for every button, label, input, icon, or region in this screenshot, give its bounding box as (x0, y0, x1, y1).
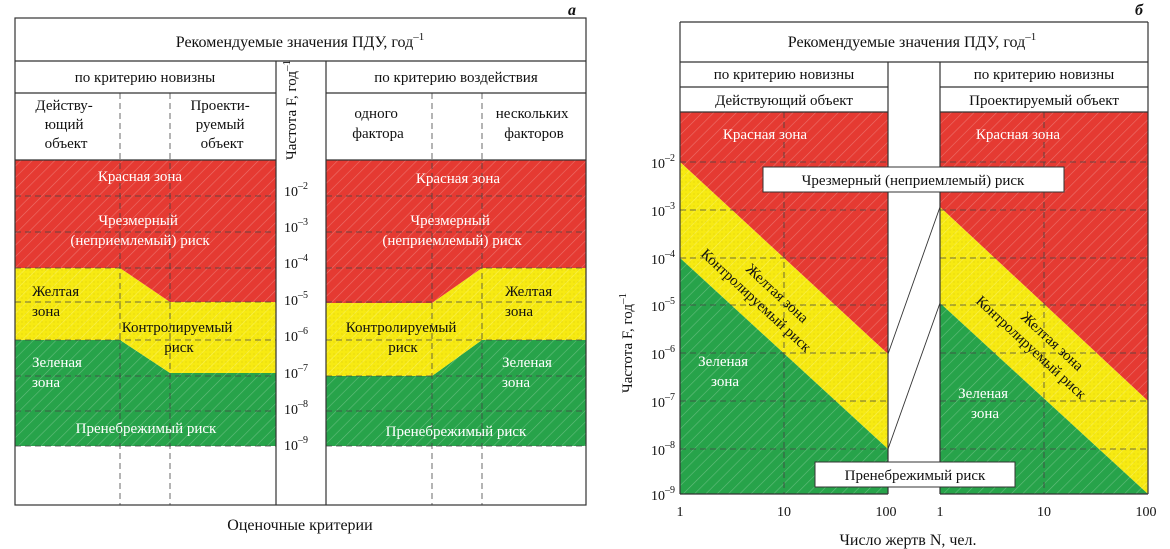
panel-a-tick: 10–9 (284, 435, 308, 454)
panel-a-tick: 10–4 (284, 253, 308, 272)
panel-b-x-tick: 1 (677, 505, 684, 520)
panel-b-x-tick: 100 (1136, 505, 1157, 520)
panel-b-letter: б (1135, 2, 1144, 19)
panel-a-col-existing: Действу- ющий объект (35, 98, 96, 152)
panel-b-y-ticks: 10–2 10–3 10–4 10–5 10–6 10–7 10–8 10–9 (651, 153, 675, 504)
panel-a-letter: а (568, 2, 576, 19)
panel-a-gridlines (15, 93, 586, 505)
panel-b-y-tick: 10–4 (651, 249, 675, 268)
panel-a-left-green-zone-label: Зеленая зона (32, 355, 86, 391)
panel-a-right-green-zone-label: Зеленая зона (502, 355, 556, 391)
panel-a-tick: 10–7 (284, 363, 308, 382)
panel-b-y-tick: 10–6 (651, 344, 675, 363)
panel-b-y-axis-label: Частота F, год–1 (617, 293, 636, 393)
panel-b-x-axis-label: Число жертв N, чел. (839, 532, 976, 549)
panel-b-frame (679, 21, 1149, 495)
panel-b-title: Рекомендуемые значения ПДУ, год–1 (788, 31, 1036, 51)
panel-b-negligible-risk-box: Пренебрежимый риск (814, 461, 1016, 488)
panel-b-y-tick: 10–3 (651, 201, 675, 220)
panel-a-tick: 10–3 (284, 217, 308, 236)
panel-a-tick: 10–2 (284, 181, 308, 200)
panel-b-left-red-zone-label: Красная зона (723, 127, 808, 143)
panel-a-left-yellow-zone-label: Желтая зона (32, 284, 83, 320)
panel-b-excessive-risk-label: Чрезмерный (неприемлемый) риск (802, 173, 1025, 189)
panel-a-right-controlled-risk-label: Контролируемый риск (346, 320, 460, 356)
panel-b-projected-object: Проектируемый объект (969, 93, 1119, 109)
panel-b-x-tick: 10 (777, 505, 791, 520)
panel-b-connectors (887, 206, 941, 450)
panel-b-existing-object: Действующий объект (715, 93, 853, 109)
panel-a-frequency-ticks: 10–2 10–3 10–4 10–5 10–6 10–7 10–8 10–9 (284, 181, 308, 454)
panel-a-right-negligible-risk-label: Пренебрежимый риск (386, 424, 527, 440)
panel-b-right-red-zone-label: Красная зона (976, 127, 1061, 143)
panel-a-tick: 10–5 (284, 290, 308, 309)
panel-a-left-red-zone-label: Красная зона (98, 169, 183, 185)
panel-b-y-tick: 10–5 (651, 296, 675, 315)
panel-b-right-green-zone-label: Зеленая зона (958, 386, 1012, 422)
panel-b-excessive-risk-box: Чрезмерный (неприемлемый) риск (762, 166, 1065, 193)
panel-a-right-excessive-risk-label: Чрезмерный (неприемлемый) риск (382, 213, 522, 249)
panel-b-x-tick: 1 (937, 505, 944, 520)
panel-a-novelty-header: по критерию новизны (75, 70, 215, 86)
panel-b-negligible-risk-label: Пренебрежимый риск (845, 468, 986, 484)
panel-a-left-controlled-risk-label: Контролируемый риск (122, 320, 236, 356)
panel-a-title: Рекомендуемые значения ПДУ, год–1 (176, 31, 424, 51)
panel-b-left-green-zone-label: Зеленая зона (698, 354, 752, 390)
panel-a-caption: Оценочные критерии (227, 517, 373, 534)
panel-b-novelty-left: по критерию новизны (714, 67, 854, 83)
panel-a-right-zones (326, 160, 586, 446)
panel-b-y-tick: 10–9 (651, 485, 675, 504)
panel-a-right-red-zone-label: Красная зона (416, 171, 501, 187)
panel-a-left-negligible-risk-label: Пренебрежимый риск (76, 421, 217, 437)
panel-b-novelty-right: по критерию новизны (974, 67, 1114, 83)
panel-b-y-tick: 10–8 (651, 440, 675, 459)
panel-b-x-tick: 10 (1037, 505, 1051, 520)
panel-b-y-tick: 10–2 (651, 153, 675, 172)
panel-b-x-tick: 100 (876, 505, 897, 520)
panel-a-col-several-factors: нескольких факторов (496, 106, 572, 142)
panel-a-right-yellow-zone-label: Желтая зона (505, 284, 556, 320)
panel-a-frame (14, 17, 587, 506)
panel-a-col-one-factor: одного фактора (352, 106, 404, 142)
panel-b-y-tick: 10–7 (651, 392, 675, 411)
panel-a-frequency-label: Частота F, год–1 (281, 60, 300, 160)
panel-a-tick: 10–6 (284, 326, 308, 345)
panel-b: б (617, 2, 1157, 549)
panel-a-col-projected: Проекти- руемый объект (190, 98, 253, 152)
panel-a-left-excessive-risk-label: Чрезмерный (неприемлемый) риск (70, 213, 210, 249)
panel-a-left-zones (15, 160, 276, 446)
panel-b-x-ticks: 1 10 100 1 10 100 (677, 505, 1157, 520)
panel-a-tick: 10–8 (284, 399, 308, 418)
panel-a: а (14, 2, 587, 534)
panel-a-impact-header: по критерию воздействия (374, 70, 538, 86)
